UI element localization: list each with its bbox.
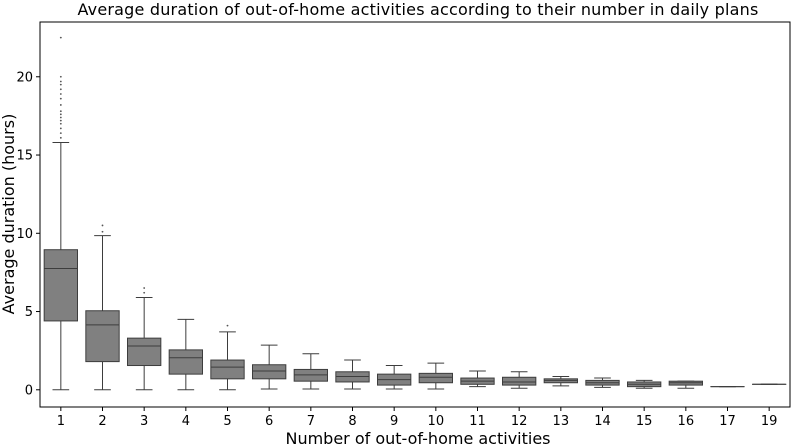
box-8 [335, 359, 370, 390]
outlier-point [59, 136, 62, 139]
outlier-point [101, 230, 104, 233]
outlier-point [59, 132, 62, 135]
outlier-point [59, 113, 62, 116]
outlier-point [143, 287, 146, 289]
box-iqr [127, 337, 162, 367]
chart-title: Average duration of out-of-home activiti… [77, 0, 759, 19]
x-axis-label: Number of out-of-home activities [285, 429, 550, 447]
y-tick-label: 5 [25, 305, 33, 320]
box-7 [293, 353, 328, 390]
y-tick-label: 0 [25, 383, 33, 398]
box-iqr [85, 310, 120, 363]
y-tick-label: 15 [16, 149, 33, 164]
y-axis: 0 5 10 15 20 [16, 70, 40, 398]
x-axis: 1 2 3 4 5 6 7 8 9 10 11 12 13 14 15 16 17 19 [57, 407, 778, 429]
box-10 [418, 362, 453, 390]
x-tick-label: 3 [140, 414, 148, 429]
x-tick-label: 16 [678, 414, 695, 429]
outlier-point [59, 110, 62, 113]
y-tick-label: 10 [16, 227, 33, 242]
outlier-point [59, 97, 62, 100]
x-tick-label: 8 [348, 414, 356, 429]
box-14 [585, 377, 620, 388]
outlier-point [59, 104, 62, 106]
outlier-point [59, 80, 62, 83]
x-tick-label: 15 [636, 414, 653, 429]
x-tick-label: 17 [719, 414, 736, 429]
outlier-point [59, 122, 62, 125]
x-tick-label: 11 [469, 414, 486, 429]
x-tick-label: 19 [761, 414, 778, 429]
y-tick-label: 20 [16, 70, 33, 85]
x-tick-label: 2 [98, 414, 106, 429]
x-tick-label: 6 [265, 414, 273, 429]
outlier-point [59, 75, 62, 78]
outlier-point [143, 291, 146, 294]
box-12 [502, 371, 537, 389]
outlier-point [226, 324, 229, 327]
outlier-point [59, 36, 62, 39]
x-tick-label: 7 [307, 414, 315, 429]
plot-area-frame [39, 21, 791, 408]
x-tick-label: 13 [553, 414, 570, 429]
box-11 [460, 370, 495, 388]
outlier-point [59, 116, 62, 119]
x-tick-label: 4 [182, 414, 190, 429]
outlier-point [101, 224, 104, 227]
box-iqr [502, 376, 537, 386]
box-iqr [168, 349, 204, 375]
box-3 [127, 287, 162, 391]
outlier-point [59, 127, 62, 130]
x-tick-label: 12 [511, 414, 528, 429]
y-axis-label: Average duration (hours) [0, 114, 18, 315]
x-tick-label: 14 [594, 414, 611, 429]
box-13 [543, 375, 579, 387]
box-5 [210, 324, 245, 391]
x-tick-label: 1 [57, 414, 65, 429]
box-9 [377, 365, 412, 390]
outlier-point [59, 83, 62, 86]
box-1 [43, 36, 78, 391]
outlier-point [59, 119, 62, 122]
outlier-point [59, 88, 62, 91]
x-tick-label: 9 [390, 414, 398, 429]
box-15 [627, 379, 662, 389]
outlier-point [59, 93, 62, 95]
x-tick-label: 10 [428, 414, 445, 429]
box-iqr [210, 359, 245, 380]
box-16 [668, 380, 704, 389]
box-iqr [418, 372, 453, 384]
x-tick-label: 5 [223, 414, 231, 429]
box-iqr [43, 249, 78, 322]
box-4 [168, 318, 204, 391]
boxes-group [43, 36, 787, 391]
box-6 [252, 344, 287, 390]
box-iqr [252, 364, 287, 380]
box-2 [85, 224, 120, 391]
